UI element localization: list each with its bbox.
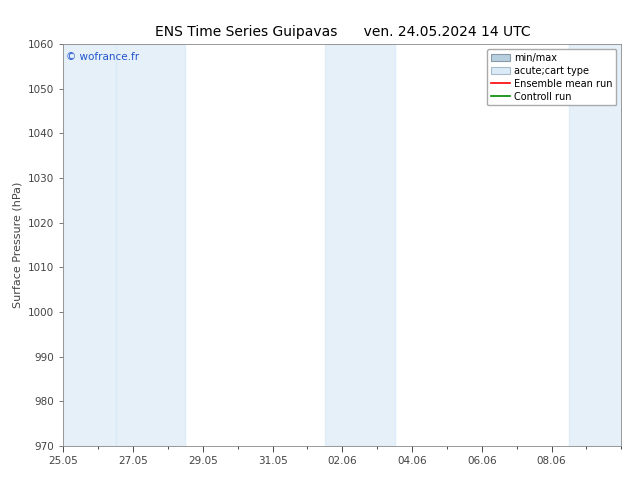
Text: © wofrance.fr: © wofrance.fr bbox=[66, 52, 139, 62]
Bar bbox=[63, 44, 115, 446]
Title: ENS Time Series Guipavas      ven. 24.05.2024 14 UTC: ENS Time Series Guipavas ven. 24.05.2024… bbox=[155, 25, 530, 39]
Bar bbox=[115, 44, 185, 446]
Bar bbox=[569, 44, 634, 446]
Bar bbox=[325, 44, 394, 446]
Legend: min/max, acute;cart type, Ensemble mean run, Controll run: min/max, acute;cart type, Ensemble mean … bbox=[487, 49, 616, 105]
Y-axis label: Surface Pressure (hPa): Surface Pressure (hPa) bbox=[13, 182, 23, 308]
